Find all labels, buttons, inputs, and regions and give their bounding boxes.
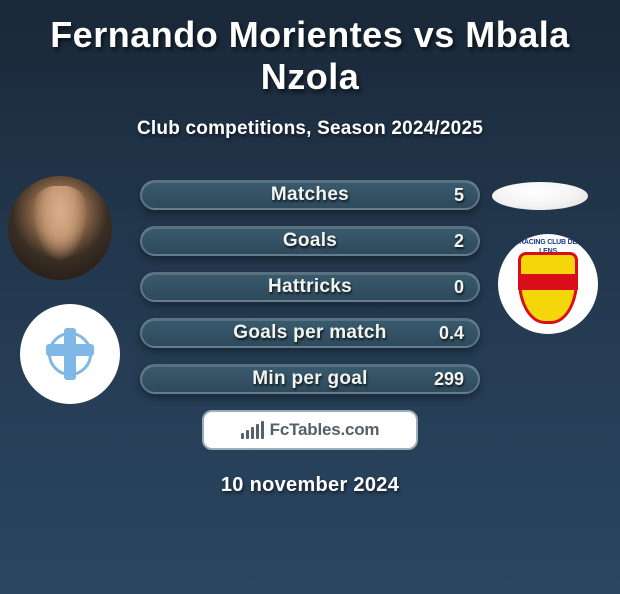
player-photo-right — [492, 182, 588, 210]
club-badge-left — [20, 304, 120, 404]
stat-list: Matches 5 Goals 2 Hattricks 0 Goals per … — [140, 176, 480, 394]
stat-label: Min per goal — [142, 366, 478, 392]
stat-row-hattricks: Hattricks 0 — [140, 272, 480, 302]
stat-value-right: 299 — [434, 366, 464, 392]
stat-value-right: 0.4 — [439, 320, 464, 346]
page-title: Fernando Morientes vs Mbala Nzola — [0, 14, 620, 98]
stat-value-right: 5 — [454, 182, 464, 208]
club-badge-right: RACING CLUB DE LENS — [498, 234, 598, 334]
comparison-content: RACING CLUB DE LENS Matches 5 Goals 2 Ha… — [0, 176, 620, 497]
stat-row-matches: Matches 5 — [140, 180, 480, 210]
marseille-icon — [42, 326, 98, 382]
player-photo-left — [8, 176, 112, 280]
stat-value-right: 2 — [454, 228, 464, 254]
brand-badge: FcTables.com — [202, 410, 418, 450]
lens-icon: RACING CLUB DE LENS — [508, 238, 588, 330]
stat-value-right: 0 — [454, 274, 464, 300]
stat-label: Goals — [142, 228, 478, 254]
stat-label: Goals per match — [142, 320, 478, 346]
brand-chart-icon — [241, 421, 264, 439]
brand-text: FcTables.com — [270, 420, 380, 440]
stat-row-min-per-goal: Min per goal 299 — [140, 364, 480, 394]
footer-date: 10 november 2024 — [0, 474, 620, 497]
stat-row-goals: Goals 2 — [140, 226, 480, 256]
stat-row-goals-per-match: Goals per match 0.4 — [140, 318, 480, 348]
stat-label: Hattricks — [142, 274, 478, 300]
stat-label: Matches — [142, 182, 478, 208]
page-subtitle: Club competitions, Season 2024/2025 — [0, 118, 620, 140]
